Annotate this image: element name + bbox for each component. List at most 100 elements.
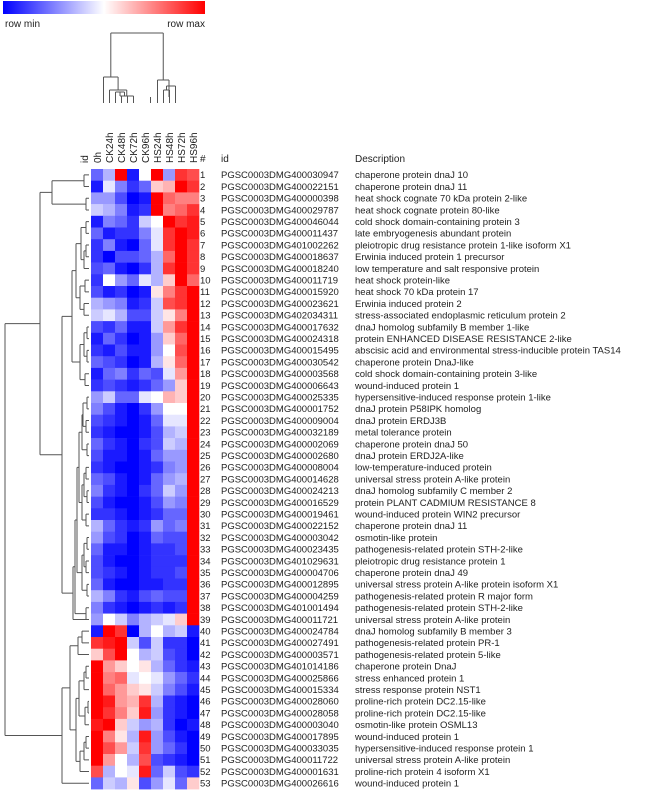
column-label: HS48h	[165, 132, 176, 163]
heatmap-cell	[187, 683, 200, 696]
heatmap-cell	[187, 192, 200, 205]
heatmap-cell	[103, 730, 116, 743]
row-gene-id: PGSC0003DMG400033035	[221, 744, 339, 755]
heatmap-cell	[175, 262, 188, 275]
row-gene-id: PGSC0003DMG402034311	[221, 311, 338, 322]
row-number: 21	[200, 404, 211, 415]
heatmap-cell	[151, 601, 164, 614]
heatmap-cell	[103, 426, 116, 439]
heatmap-cell	[151, 297, 164, 310]
heatmap-cell	[115, 520, 128, 532]
heatmap-cell	[91, 391, 104, 404]
row-gene-id: PGSC0003DMG400015920	[221, 287, 339, 298]
heatmap-cell	[175, 601, 188, 614]
heatmap-cell	[91, 321, 104, 334]
row-dendrogram-link	[81, 630, 89, 644]
heatmap-cell	[139, 379, 152, 392]
row-dendrogram-link	[61, 315, 73, 594]
row-gene-id: PGSC0003DMG401014186	[221, 662, 339, 673]
heatmap-cell	[151, 484, 164, 497]
heatmap-cell	[151, 438, 164, 451]
row-number: 30	[200, 510, 211, 521]
heatmap-cell	[139, 332, 152, 345]
row-description: heat shock cognate protein 80-like	[355, 205, 500, 216]
row-number: 6	[200, 229, 205, 240]
heatmap-cell	[187, 438, 200, 451]
heatmap-cell	[103, 543, 116, 556]
row-dendrogram-link	[85, 607, 89, 620]
heatmap-cell	[127, 169, 140, 181]
column-label: 0h	[93, 152, 104, 163]
legend-max-label: row max	[167, 19, 205, 30]
heatmap-cell	[151, 169, 164, 181]
row-number: 22	[200, 416, 211, 427]
heatmap-cell	[187, 204, 200, 217]
heatmap-cell	[91, 543, 104, 556]
heatmap-cell	[163, 613, 176, 626]
heatmap-cell	[103, 777, 116, 790]
heatmap-cell	[175, 192, 188, 205]
heatmap-cell	[151, 473, 164, 486]
row-number: 37	[200, 591, 211, 602]
row-gene-id: PGSC0003DMG400028060	[221, 697, 339, 708]
heatmap-cell	[151, 508, 164, 521]
heatmap-cell	[139, 648, 152, 661]
row-description: universal stress protein A-like protein	[355, 615, 510, 626]
heatmap-cell	[175, 695, 188, 708]
heatmap-cell	[151, 555, 164, 568]
row-number: 4	[200, 205, 205, 216]
row-number: 52	[200, 767, 211, 778]
row-number: 31	[200, 521, 211, 532]
row-gene-id: PGSC0003DMG400011722	[221, 755, 338, 766]
heatmap-cell	[163, 286, 176, 298]
heatmap-cell	[187, 660, 200, 673]
heatmap-cell	[115, 297, 128, 310]
row-gene-id: PGSC0003DMG400003571	[221, 650, 339, 661]
heatmap-cell	[187, 520, 200, 532]
heatmap-cell	[115, 473, 128, 486]
row-description: proline-rich protein 4 isoform X1	[355, 767, 490, 778]
heatmap-cell	[175, 250, 188, 263]
heatmap-cell	[175, 367, 188, 380]
heatmap-cell	[163, 215, 176, 228]
row-description: late embryogenesis abundant protein	[355, 229, 511, 240]
row-gene-id: PGSC0003DMG400024213	[221, 486, 339, 497]
heatmap-cell	[163, 555, 176, 568]
column-labels: 0h CK24h CK48h CK72h CK96h HS24h HS48h HS72h HS9…	[93, 132, 200, 163]
heatmap-cell	[103, 637, 116, 649]
heatmap-cell	[127, 578, 140, 591]
heatmap-cell	[91, 508, 104, 521]
row-description: abscisic acid and environmental stress-i…	[355, 346, 621, 357]
row-description: chaperone protein DnaJ-like	[355, 357, 474, 368]
row-gene-id: PGSC0003DMG401029631	[221, 556, 339, 567]
heatmap-cell	[139, 262, 152, 275]
column-label: HS72h	[177, 132, 188, 163]
row-description: Erwinia induced protein 1 precursor	[355, 252, 504, 263]
heatmap-cell	[187, 297, 200, 310]
row-number: 29	[200, 498, 211, 509]
heatmap-cell	[187, 461, 200, 474]
heatmap-cell	[139, 227, 152, 240]
heatmap-cell	[163, 250, 176, 263]
heatmap-cell	[103, 438, 116, 451]
heatmap-cell	[103, 601, 116, 614]
heatmap-cell	[187, 637, 200, 649]
heatmap-cell	[91, 227, 104, 240]
heatmap-cells	[91, 169, 200, 790]
heatmap-cell	[103, 718, 116, 731]
heatmap-cell	[115, 438, 128, 451]
heatmap-cell	[103, 590, 116, 603]
row-description: pathogenesis-related protein PR-1	[355, 638, 500, 649]
row-dendrogram-link	[39, 191, 62, 456]
heatmap-cell	[103, 765, 116, 778]
heatmap-cell	[115, 672, 128, 685]
heatmap-cell	[115, 321, 128, 334]
heatmap-cell	[139, 403, 152, 415]
heatmap-cell	[139, 426, 152, 439]
row-gene-id: PGSC0003DMG400017632	[221, 322, 339, 333]
heatmap-cell	[175, 356, 188, 369]
heatmap-cell	[91, 718, 104, 731]
heatmap-cell	[127, 496, 140, 509]
heatmap-cell	[187, 332, 200, 345]
heatmap-cell	[103, 508, 116, 521]
